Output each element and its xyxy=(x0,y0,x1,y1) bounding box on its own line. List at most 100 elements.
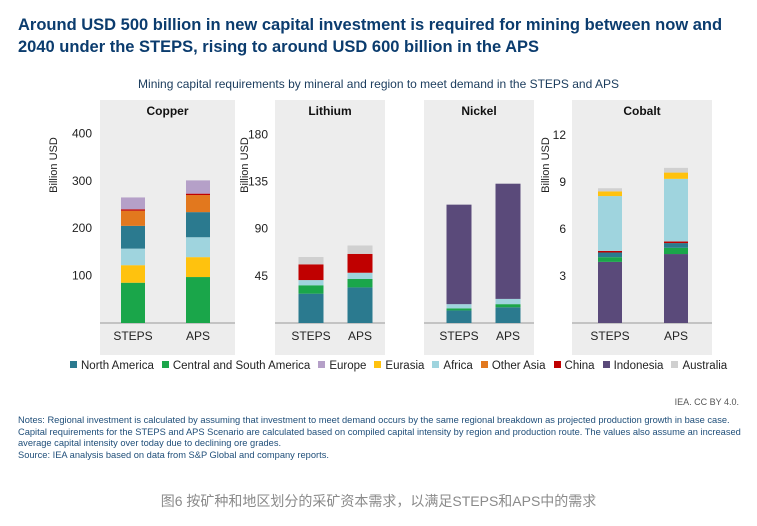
legend: North America Central and South America Eu… xyxy=(70,360,750,372)
bar-segment-lithium-steps-1 xyxy=(298,285,324,294)
legend-item-8: Australia xyxy=(671,360,727,372)
bar-segment-cobalt-aps-5 xyxy=(664,172,688,179)
y-tick-lithium-3: 180 xyxy=(248,127,268,141)
bar-segment-copper-steps-2 xyxy=(121,248,145,266)
x-tick-copper-steps: STEPS xyxy=(113,329,152,343)
legend-swatch xyxy=(671,361,679,368)
credit: IEA. CC BY 4.0. xyxy=(674,397,739,407)
y-tick-lithium-1: 90 xyxy=(255,222,269,236)
chart-canvas: 100 200 300 400 Billion USD STEPS APS 45 90 135 18… xyxy=(48,126,712,343)
bar-segment-copper-aps-6 xyxy=(186,180,210,194)
bar-segment-cobalt-aps-1 xyxy=(664,247,688,255)
panel-bg-cobalt xyxy=(572,100,712,355)
bar-segment-nickel-steps-2 xyxy=(446,304,472,309)
chart-subtitle: Mining capital requirements by mineral a… xyxy=(138,77,619,91)
bar-segment-lithium-aps-1 xyxy=(347,279,373,288)
legend-item-2: Europe xyxy=(318,360,366,372)
bar-segment-lithium-steps-4 xyxy=(298,257,324,265)
y-tick-copper-2: 300 xyxy=(72,174,92,188)
panel-title-nickel: Nickel xyxy=(461,104,497,118)
bar-segment-copper-aps-1 xyxy=(186,257,210,278)
notes-text: Notes: Regional investment is calculated… xyxy=(18,415,741,448)
x-tick-copper-aps: APS xyxy=(186,329,210,343)
y-tick-cobalt-3: 12 xyxy=(553,128,567,142)
source-text: Source: IEA analysis based on data from … xyxy=(18,449,329,460)
legend-swatch xyxy=(374,361,382,368)
bar-segment-copper-aps-5 xyxy=(186,193,210,196)
bar-segment-copper-steps-4 xyxy=(121,210,145,226)
bar-segment-cobalt-aps-6 xyxy=(664,167,688,173)
legend-swatch xyxy=(553,361,561,368)
bar-segment-copper-aps-3 xyxy=(186,212,210,238)
bar-segment-copper-steps-6 xyxy=(121,197,145,210)
headline: Around USD 500 billion in new capital in… xyxy=(18,16,723,56)
legend-swatch xyxy=(318,361,326,368)
bar-segment-copper-aps-4 xyxy=(186,195,210,213)
legend-item-5: Other Asia xyxy=(480,360,546,372)
y-tick-cobalt-1: 6 xyxy=(559,222,566,236)
y-axis-label-cobalt: Billion USD xyxy=(540,137,552,193)
bar-segment-nickel-steps-1 xyxy=(446,308,472,311)
figure-caption: 图6 按矿种和地区划分的采矿资本需求，以满足STEPS和APS中的需求 xyxy=(160,493,597,509)
bar-segment-cobalt-steps-4 xyxy=(598,196,622,251)
x-tick-lithium-aps: APS xyxy=(348,329,372,343)
bar-segment-copper-steps-5 xyxy=(121,209,145,211)
legend-label: Central and South America xyxy=(172,360,311,372)
x-tick-cobalt-aps: APS xyxy=(664,329,688,343)
bar-segment-lithium-aps-0 xyxy=(347,287,373,323)
y-tick-lithium-2: 135 xyxy=(248,175,268,189)
bar-segment-copper-steps-1 xyxy=(121,265,145,283)
legend-item-6: China xyxy=(553,360,595,372)
legend-swatch xyxy=(161,361,169,368)
bar-segment-copper-aps-0 xyxy=(186,277,210,323)
bar-segment-nickel-aps-1 xyxy=(495,304,521,308)
legend-swatch xyxy=(480,361,488,368)
bar-segment-nickel-aps-3 xyxy=(495,183,521,299)
y-tick-copper-1: 200 xyxy=(72,221,92,235)
bar-segment-lithium-steps-3 xyxy=(298,264,324,281)
bar-segment-cobalt-aps-0 xyxy=(664,254,688,323)
x-tick-nickel-aps: APS xyxy=(496,329,520,343)
legend-item-3: Eurasia xyxy=(374,360,424,372)
legend-swatch xyxy=(432,361,440,368)
legend-label: Africa xyxy=(443,360,473,372)
legend-label: Eurasia xyxy=(385,360,425,372)
panel-title-lithium: Lithium xyxy=(308,104,352,118)
legend-label: Other Asia xyxy=(491,360,546,372)
bar-segment-cobalt-steps-0 xyxy=(598,261,622,323)
bar-segment-cobalt-steps-5 xyxy=(598,191,622,197)
y-tick-cobalt-2: 9 xyxy=(559,175,566,189)
bar-segment-lithium-aps-3 xyxy=(347,253,373,273)
bar-segment-nickel-steps-0 xyxy=(446,310,472,323)
y-axis-label-copper: Billion USD xyxy=(48,137,60,193)
bar-segment-cobalt-steps-6 xyxy=(598,188,622,192)
bar-segment-cobalt-aps-4 xyxy=(664,178,688,242)
legend-label: Europe xyxy=(329,360,367,372)
x-tick-cobalt-steps: STEPS xyxy=(590,329,629,343)
notes: Notes: Regional investment is calculated… xyxy=(18,415,743,461)
y-tick-cobalt-0: 3 xyxy=(559,269,566,283)
legend-item-7: Indonesia xyxy=(602,360,664,372)
x-tick-nickel-steps: STEPS xyxy=(439,329,478,343)
x-tick-lithium-steps: STEPS xyxy=(291,329,330,343)
bar-segment-cobalt-aps-2 xyxy=(664,243,688,248)
bar-segment-lithium-aps-2 xyxy=(347,272,373,280)
bar-segment-lithium-steps-2 xyxy=(298,280,324,286)
legend-item-0: North America xyxy=(70,360,154,372)
legend-label: Australia xyxy=(682,360,728,372)
bar-segment-nickel-aps-0 xyxy=(495,307,521,323)
legend-label: Indonesia xyxy=(613,360,664,372)
bar-segment-cobalt-steps-3 xyxy=(598,250,622,253)
y-tick-copper-0: 100 xyxy=(72,269,92,283)
y-tick-lithium-0: 45 xyxy=(255,269,269,283)
bar-segment-cobalt-steps-2 xyxy=(598,252,622,258)
legend-label: North America xyxy=(81,360,154,372)
bar-segment-lithium-steps-0 xyxy=(298,293,324,323)
bar-segment-cobalt-steps-1 xyxy=(598,257,622,262)
bar-segment-nickel-steps-3 xyxy=(446,204,472,305)
y-axis-label-lithium: Billion USD xyxy=(239,137,251,193)
panel-title-copper: Copper xyxy=(146,104,189,118)
legend-swatch xyxy=(70,361,77,368)
legend-item-4: Africa xyxy=(432,360,473,372)
legend-label: China xyxy=(564,360,595,372)
